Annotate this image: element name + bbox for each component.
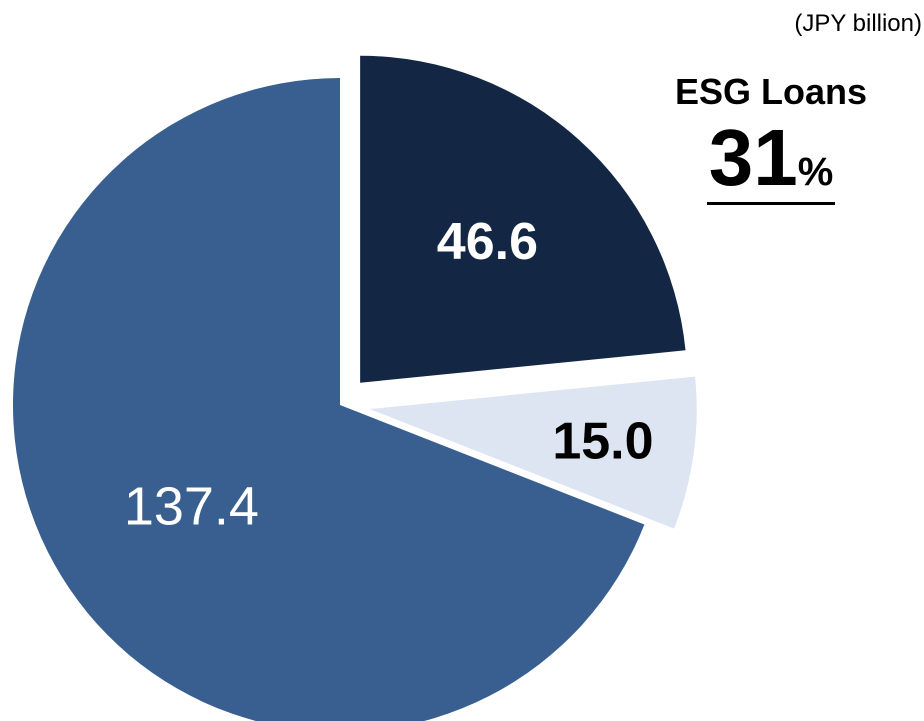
other-slice-137-4 [13,78,645,721]
esg-slice-15-0 [369,376,697,529]
callout-value: 31% [706,112,836,205]
callout-title: ESG Loans [674,71,868,112]
callout-number: 31 [708,112,798,202]
callout-percent-sign: % [797,149,834,194]
esg-slice-46-6 [360,55,686,383]
esg-slice-46-6-label: 46.6 [437,213,538,271]
esg-slice-15-0-label: 15.0 [552,412,653,470]
other-slice-137-4-label: 137.4 [124,476,259,536]
unit-label: (JPY billion) [794,10,922,37]
esg-loans-callout: ESG Loans 31% [636,72,906,205]
